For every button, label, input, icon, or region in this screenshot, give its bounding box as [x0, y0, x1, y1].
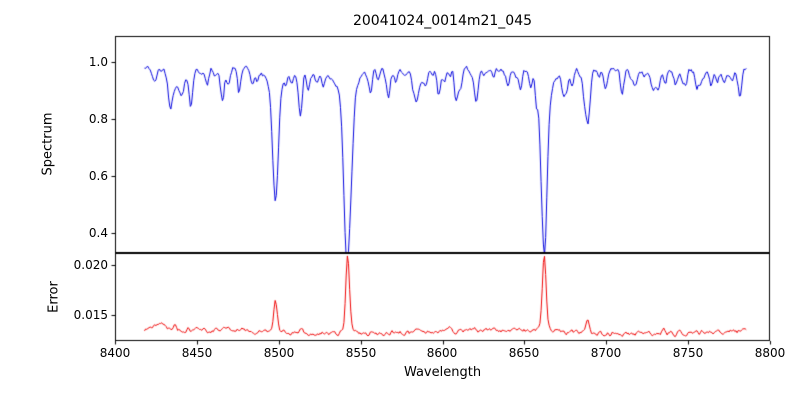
y-tick-label: 0.020 [73, 258, 108, 272]
y-axis-label-spectrum: Spectrum [40, 112, 56, 176]
x-tick-label: 8450 [181, 346, 213, 360]
x-tick-label: 8600 [426, 346, 458, 360]
chart-title: 20041024_0014m21_045 [352, 13, 533, 29]
y-tick-label: 0.015 [73, 308, 108, 322]
x-tick-label: 8700 [590, 346, 622, 360]
y-axis-label-error: Error [46, 281, 62, 313]
x-tick-label: 8400 [99, 346, 131, 360]
y-tick-label: 0.6 [88, 169, 108, 183]
x-tick-label: 8550 [345, 346, 377, 360]
x-tick-label: 8800 [754, 346, 786, 360]
y-tick-label: 1.0 [88, 55, 108, 69]
x-tick-label: 8500 [263, 346, 295, 360]
y-tick-label: 0.4 [88, 226, 108, 240]
x-tick-label: 8650 [508, 346, 540, 360]
x-axis-label: Wavelength [403, 365, 482, 380]
x-tick-label: 8750 [672, 346, 704, 360]
y-tick-label: 0.8 [88, 112, 108, 126]
